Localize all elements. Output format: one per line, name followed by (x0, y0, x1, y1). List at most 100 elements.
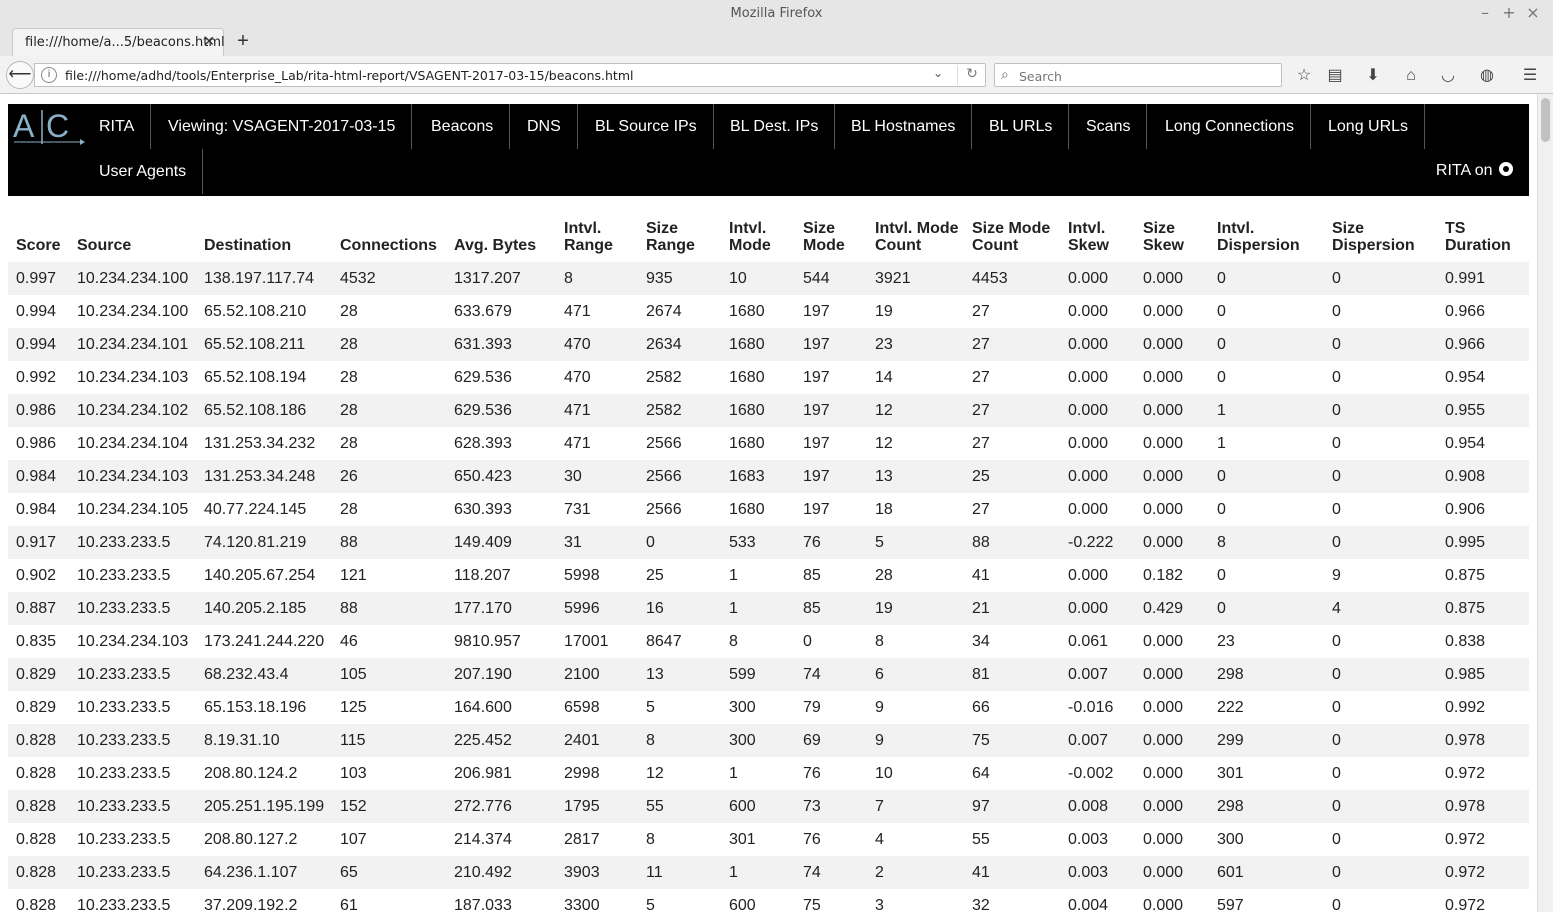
search-bar[interactable]: ⌕ (994, 63, 1282, 87)
extension-icon[interactable]: ◍ (1480, 67, 1494, 84)
nav-bl-hostnames[interactable]: BL Hostnames (835, 104, 973, 149)
table-cell: 21 (972, 600, 990, 617)
table-cell: 0.004 (1068, 897, 1109, 912)
download-icon[interactable]: ⬇ (1366, 67, 1380, 84)
reload-icon[interactable]: ↻ (957, 65, 986, 85)
table-cell: 28 (875, 567, 893, 584)
table-cell: 0 (1332, 501, 1341, 518)
nav-rita[interactable]: RITA (83, 104, 152, 149)
column-header[interactable]: TS Duration (1445, 220, 1511, 254)
table-cell: 4532 (340, 270, 376, 287)
table-cell: -0.002 (1068, 765, 1114, 782)
table-cell: 10 (875, 765, 893, 782)
search-input[interactable] (1017, 66, 1271, 86)
column-header[interactable]: Size Range (646, 220, 695, 254)
nav-bl-source-ips[interactable]: BL Source IPs (579, 104, 714, 149)
table-cell: 222 (1217, 699, 1244, 716)
table-row: 0.829 10.233.233.5 68.232.43.4 105 207.190 21… (8, 658, 1529, 691)
maximize-icon[interactable]: + (1502, 3, 1516, 22)
column-header[interactable]: Size Dispersion (1332, 220, 1415, 254)
new-tab-icon[interactable]: + (237, 30, 249, 52)
table-cell: 597 (1217, 897, 1244, 912)
table-cell: 650.423 (454, 468, 512, 485)
table-cell: 629.536 (454, 402, 512, 419)
beacons-table: Score Source Destination Connections Avg. By… (8, 202, 1529, 912)
column-header[interactable]: Score (16, 237, 61, 254)
column-header[interactable]: Avg. Bytes (454, 237, 537, 254)
column-header[interactable]: Size Skew (1143, 220, 1184, 254)
nav-user-agents[interactable]: User Agents (83, 149, 204, 194)
table-cell: 4 (875, 831, 884, 848)
table-row: 0.992 10.234.234.103 65.52.108.194 28 629.53… (8, 361, 1529, 394)
column-header[interactable]: Destination (204, 237, 292, 254)
column-header[interactable]: Intvl. Mode (729, 220, 771, 254)
table-cell: 0 (1332, 864, 1341, 881)
table-cell: 0.828 (16, 732, 57, 749)
tab-beacons[interactable]: file:///home/a...5/beacons.html ✕ (12, 28, 225, 56)
table-header: Score Source Destination Connections Avg. By… (8, 202, 1529, 262)
table-cell: 0.000 (1143, 666, 1184, 683)
pocket-icon[interactable]: ◡ (1441, 67, 1455, 84)
column-header[interactable]: Size Mode Count (972, 220, 1051, 254)
table-cell: 0.986 (16, 435, 57, 452)
table-cell: 0.000 (1068, 270, 1109, 287)
table-cell: 88 (972, 534, 990, 551)
table-cell: 10.234.234.103 (77, 468, 189, 485)
table-cell: 0.000 (1143, 435, 1184, 452)
menu-icon[interactable]: ☰ (1522, 67, 1538, 84)
table-cell: 13 (875, 468, 893, 485)
info-icon[interactable]: i (41, 67, 57, 83)
column-header[interactable]: Source (77, 237, 132, 254)
reading-list-icon[interactable]: ▤ (1327, 67, 1343, 84)
table-cell: 301 (729, 831, 756, 848)
table-cell: 76 (803, 831, 821, 848)
column-header[interactable]: Intvl. Skew (1068, 220, 1109, 254)
table-cell: 0.000 (1068, 600, 1109, 617)
column-header[interactable]: Intvl. Range (564, 220, 613, 254)
column-header[interactable]: Size Mode (803, 220, 845, 254)
table-cell: 0.008 (1068, 798, 1109, 815)
nav-beacons[interactable]: Beacons (415, 104, 511, 149)
nav-long-urls[interactable]: Long URLs (1312, 104, 1426, 149)
nav-dns[interactable]: DNS (511, 104, 578, 149)
table-cell: 88 (340, 600, 358, 617)
vertical-scrollbar[interactable] (1537, 94, 1553, 912)
close-tab-icon[interactable]: ✕ (203, 33, 215, 49)
scrollbar-thumb[interactable] (1541, 98, 1550, 142)
rita-navbar: A C RITA Viewing: VSAGENT-2017-03-15 Bea… (8, 104, 1529, 196)
table-cell: 0.997 (16, 270, 57, 287)
table-cell: 5996 (564, 600, 600, 617)
table-cell: 0.182 (1143, 567, 1184, 584)
nav-scans[interactable]: Scans (1070, 104, 1148, 149)
table-cell: 0 (803, 633, 812, 650)
table-cell: 2582 (646, 369, 682, 386)
minimize-icon[interactable]: – (1481, 3, 1489, 22)
table-cell: 16 (646, 600, 664, 617)
url-bar[interactable]: i file:///home/adhd/tools/Enterprise_Lab… (34, 63, 986, 87)
table-cell: 0.875 (1445, 600, 1486, 617)
url-text[interactable]: file:///home/adhd/tools/Enterprise_Lab/r… (65, 68, 634, 83)
column-header[interactable]: Intvl. Mode Count (875, 220, 959, 254)
table-cell: 301 (1217, 765, 1244, 782)
chevron-down-icon[interactable]: ⌄ (933, 66, 944, 80)
table-cell: 28 (340, 303, 358, 320)
table-cell: 8.19.31.10 (204, 732, 280, 749)
nav-long-connections[interactable]: Long Connections (1149, 104, 1311, 149)
column-header[interactable]: Connections (340, 237, 437, 254)
nav-bl-dest-ips[interactable]: BL Dest. IPs (714, 104, 836, 149)
back-arrow-icon[interactable]: ⟵ (6, 61, 34, 89)
table-cell: 65.153.18.196 (204, 699, 307, 716)
table-cell: 187.033 (454, 897, 512, 912)
table-cell: 10.234.234.104 (77, 435, 189, 452)
home-icon[interactable]: ⌂ (1406, 67, 1416, 84)
rita-github-link[interactable]: RITA on (1436, 162, 1513, 180)
nav-bl-urls[interactable]: BL URLs (973, 104, 1070, 149)
bookmark-star-icon[interactable]: ☆ (1296, 67, 1312, 84)
nav-viewing[interactable]: Viewing: VSAGENT-2017-03-15 (152, 104, 413, 149)
table-cell: 0.000 (1143, 501, 1184, 518)
table-cell: 0 (1332, 798, 1341, 815)
close-window-icon[interactable]: × (1526, 3, 1540, 22)
table-cell: 0.061 (1068, 633, 1109, 650)
table-cell: 0.954 (1445, 435, 1486, 452)
column-header[interactable]: Intvl. Dispersion (1217, 220, 1300, 254)
